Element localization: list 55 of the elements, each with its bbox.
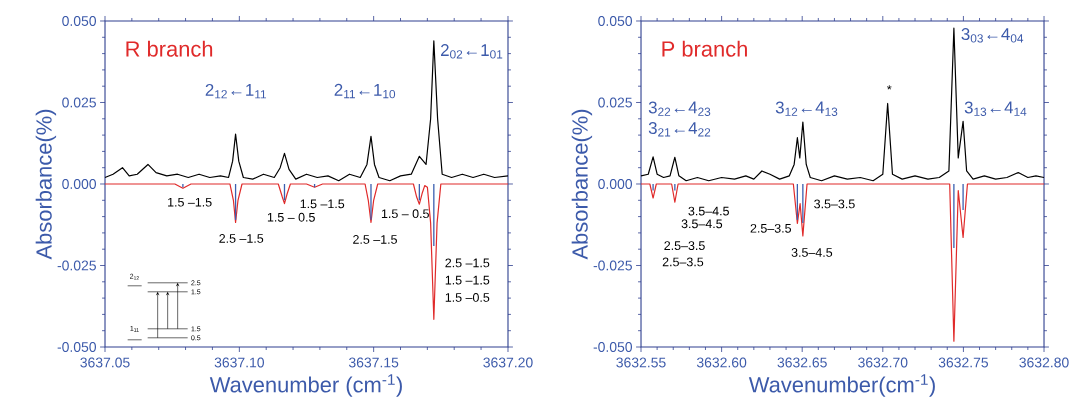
x-tick-label: 3637.10 <box>214 357 265 368</box>
y-tick-label: 0.050 <box>598 16 633 26</box>
x-tick-label: 3632.80 <box>1019 357 1069 368</box>
x-tick-label: 3637.20 <box>483 357 533 368</box>
annotation: 3.5–4.5 <box>681 219 723 229</box>
line-series <box>640 183 1045 342</box>
annotation: 2.5 –1.5 <box>445 258 490 268</box>
annotation: 2.5 –1.5 <box>353 235 397 244</box>
line-series <box>104 40 509 182</box>
x-tick-label: 3632.75 <box>938 357 989 368</box>
annotation: 1.5 –1.5 <box>168 197 212 207</box>
annotation: 1.5 – 0.5 <box>267 212 315 222</box>
x-tick-label: 3637.15 <box>348 357 399 368</box>
annotation: 1.5 –0.5 <box>445 293 490 302</box>
x-axis-title: Wavenumber (cm$^{-1}$) <box>209 374 402 397</box>
y-tick-label: 0.025 <box>598 97 632 108</box>
annotation: 2$_{12}$←1$_{11}$ <box>205 83 267 99</box>
line-series <box>640 27 1045 182</box>
y-tick-label: -0.025 <box>57 260 96 271</box>
annotation: 1.5 –1.5 <box>300 199 345 209</box>
x-tick-label: 3632.60 <box>696 357 747 368</box>
annotation: 2.5–3.5 <box>664 241 705 251</box>
y-tick-label: 0.000 <box>62 179 97 189</box>
text: R branch <box>126 40 213 57</box>
annotation: 3.5–4.5 <box>688 206 729 216</box>
y-tick-label: -0.025 <box>593 260 632 271</box>
x-axis-title: Wavenumber(cm$^{-1}$) <box>748 374 935 397</box>
y-axis-title: Absorbance(%) <box>35 109 57 260</box>
x-tick-label: 3632.55 <box>616 357 666 368</box>
y-tick-label: -0.050 <box>593 342 633 352</box>
annotation: 3$_{12}$←4$_{13}$ <box>775 101 838 116</box>
line-series <box>104 183 509 320</box>
text: P branch <box>662 40 747 57</box>
x-tick-label: 3637.05 <box>80 357 130 368</box>
y-tick-label: 0.025 <box>62 97 96 108</box>
y-axis-title: Absorbance(%) <box>571 109 593 260</box>
annotation: 1.5 –1.5 <box>445 275 490 285</box>
annotation: 3$_{21}$←4$_{22}$ <box>648 122 711 137</box>
annotation: 3$_{03}$←4$_{04}$ <box>961 28 1024 43</box>
annotation: 3.5–3.5 <box>814 199 855 209</box>
annotation: * <box>887 85 892 90</box>
annotation: 3.5–4.5 <box>791 248 833 257</box>
annotation: 2.5–3.5 <box>750 223 792 233</box>
x-tick-label: 3632.70 <box>858 357 908 368</box>
x-tick-label: 3632.65 <box>777 357 827 368</box>
annotation: 1.5 – 0.5 <box>381 209 429 219</box>
y-tick-label: 0.050 <box>62 16 97 26</box>
annotation: 2$_{11}$←1$_{10}$ <box>334 83 396 99</box>
annotation: 2$_{02}$←1$_{01}$ <box>441 44 503 59</box>
annotation: 3$_{22}$←4$_{23}$ <box>648 101 711 116</box>
annotation: 3$_{13}$←4$_{14}$ <box>964 101 1027 116</box>
y-tick-label: 0.000 <box>598 179 633 189</box>
annotation: 2.5 –1.5 <box>219 234 264 243</box>
annotation: 2.5–3.5 <box>662 257 704 267</box>
y-tick-label: -0.050 <box>57 342 97 352</box>
